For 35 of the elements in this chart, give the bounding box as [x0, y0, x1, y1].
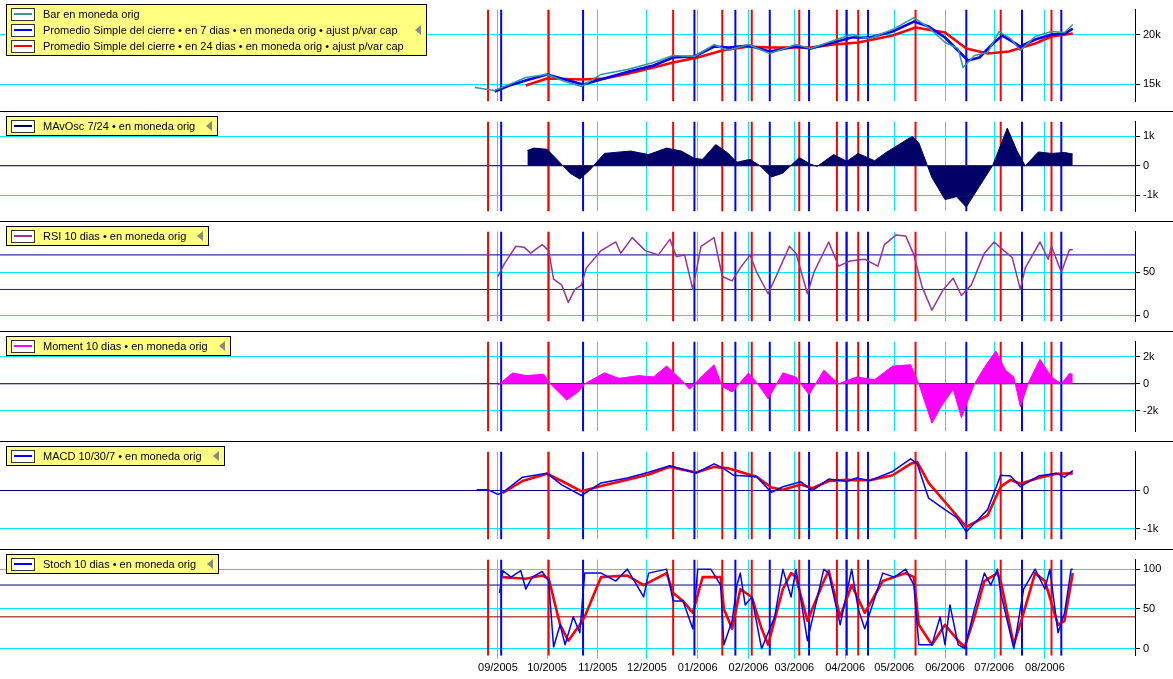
- x-tick-label: 04/2006: [825, 661, 865, 674]
- x-tick-label: 08/2006: [1025, 661, 1065, 674]
- y-tick-label: 0: [1143, 308, 1150, 321]
- y-tick-label: -1k: [1143, 521, 1159, 534]
- legend-label: MAvOsc 7/24 • en moneda orig: [43, 119, 196, 134]
- y-tick-label: -2k: [1143, 404, 1159, 417]
- y-tick-label: 15k: [1143, 77, 1162, 90]
- legend-label: Bar en moneda orig: [43, 7, 140, 22]
- x-tick-label: 07/2006: [974, 661, 1015, 674]
- y-tick-label: 2k: [1143, 349, 1156, 362]
- legend-label: Moment 10 dias • en moneda orig: [43, 339, 208, 354]
- y-tick-label: -1k: [1143, 188, 1159, 201]
- y-tick-label: 0: [1143, 158, 1150, 171]
- y-tick-label: 1k: [1143, 129, 1156, 142]
- x-tick-label: 02/2006: [728, 661, 769, 674]
- x-tick-label: 06/2006: [925, 661, 965, 674]
- y-tick-label: 50: [1143, 601, 1156, 614]
- y-tick-label: 20k: [1143, 27, 1162, 40]
- legend-label: Promedio Simple del cierre • en 24 dias • en moneda orig • ajust p/var cap: [43, 39, 404, 54]
- x-tick-label: 05/2006: [874, 661, 915, 674]
- x-tick-label: 09/2005: [478, 661, 518, 674]
- x-tick-label: 10/2005: [527, 661, 567, 674]
- y-tick-label: 0: [1143, 483, 1150, 496]
- x-tick-label: 01/2006: [677, 661, 718, 674]
- legend-label: Promedio Simple del cierre • en 7 dias • en moneda orig • ajust p/var cap: [43, 23, 398, 38]
- legend-label: MACD 10/30/7 • en moneda orig: [43, 449, 202, 464]
- y-tick-label: 100: [1143, 562, 1162, 575]
- y-tick-label: 0: [1143, 641, 1150, 654]
- legend-label: RSI 10 dias • en moneda orig: [43, 229, 187, 244]
- legend-label: Stoch 10 dias • en moneda orig: [43, 557, 197, 572]
- x-tick-label: 12/2005: [627, 661, 667, 674]
- x-tick-label: 11/2005: [578, 661, 618, 674]
- x-tick-label: 03/2006: [774, 661, 815, 674]
- y-tick-label: 0: [1143, 376, 1150, 389]
- y-tick-label: 50: [1143, 265, 1156, 278]
